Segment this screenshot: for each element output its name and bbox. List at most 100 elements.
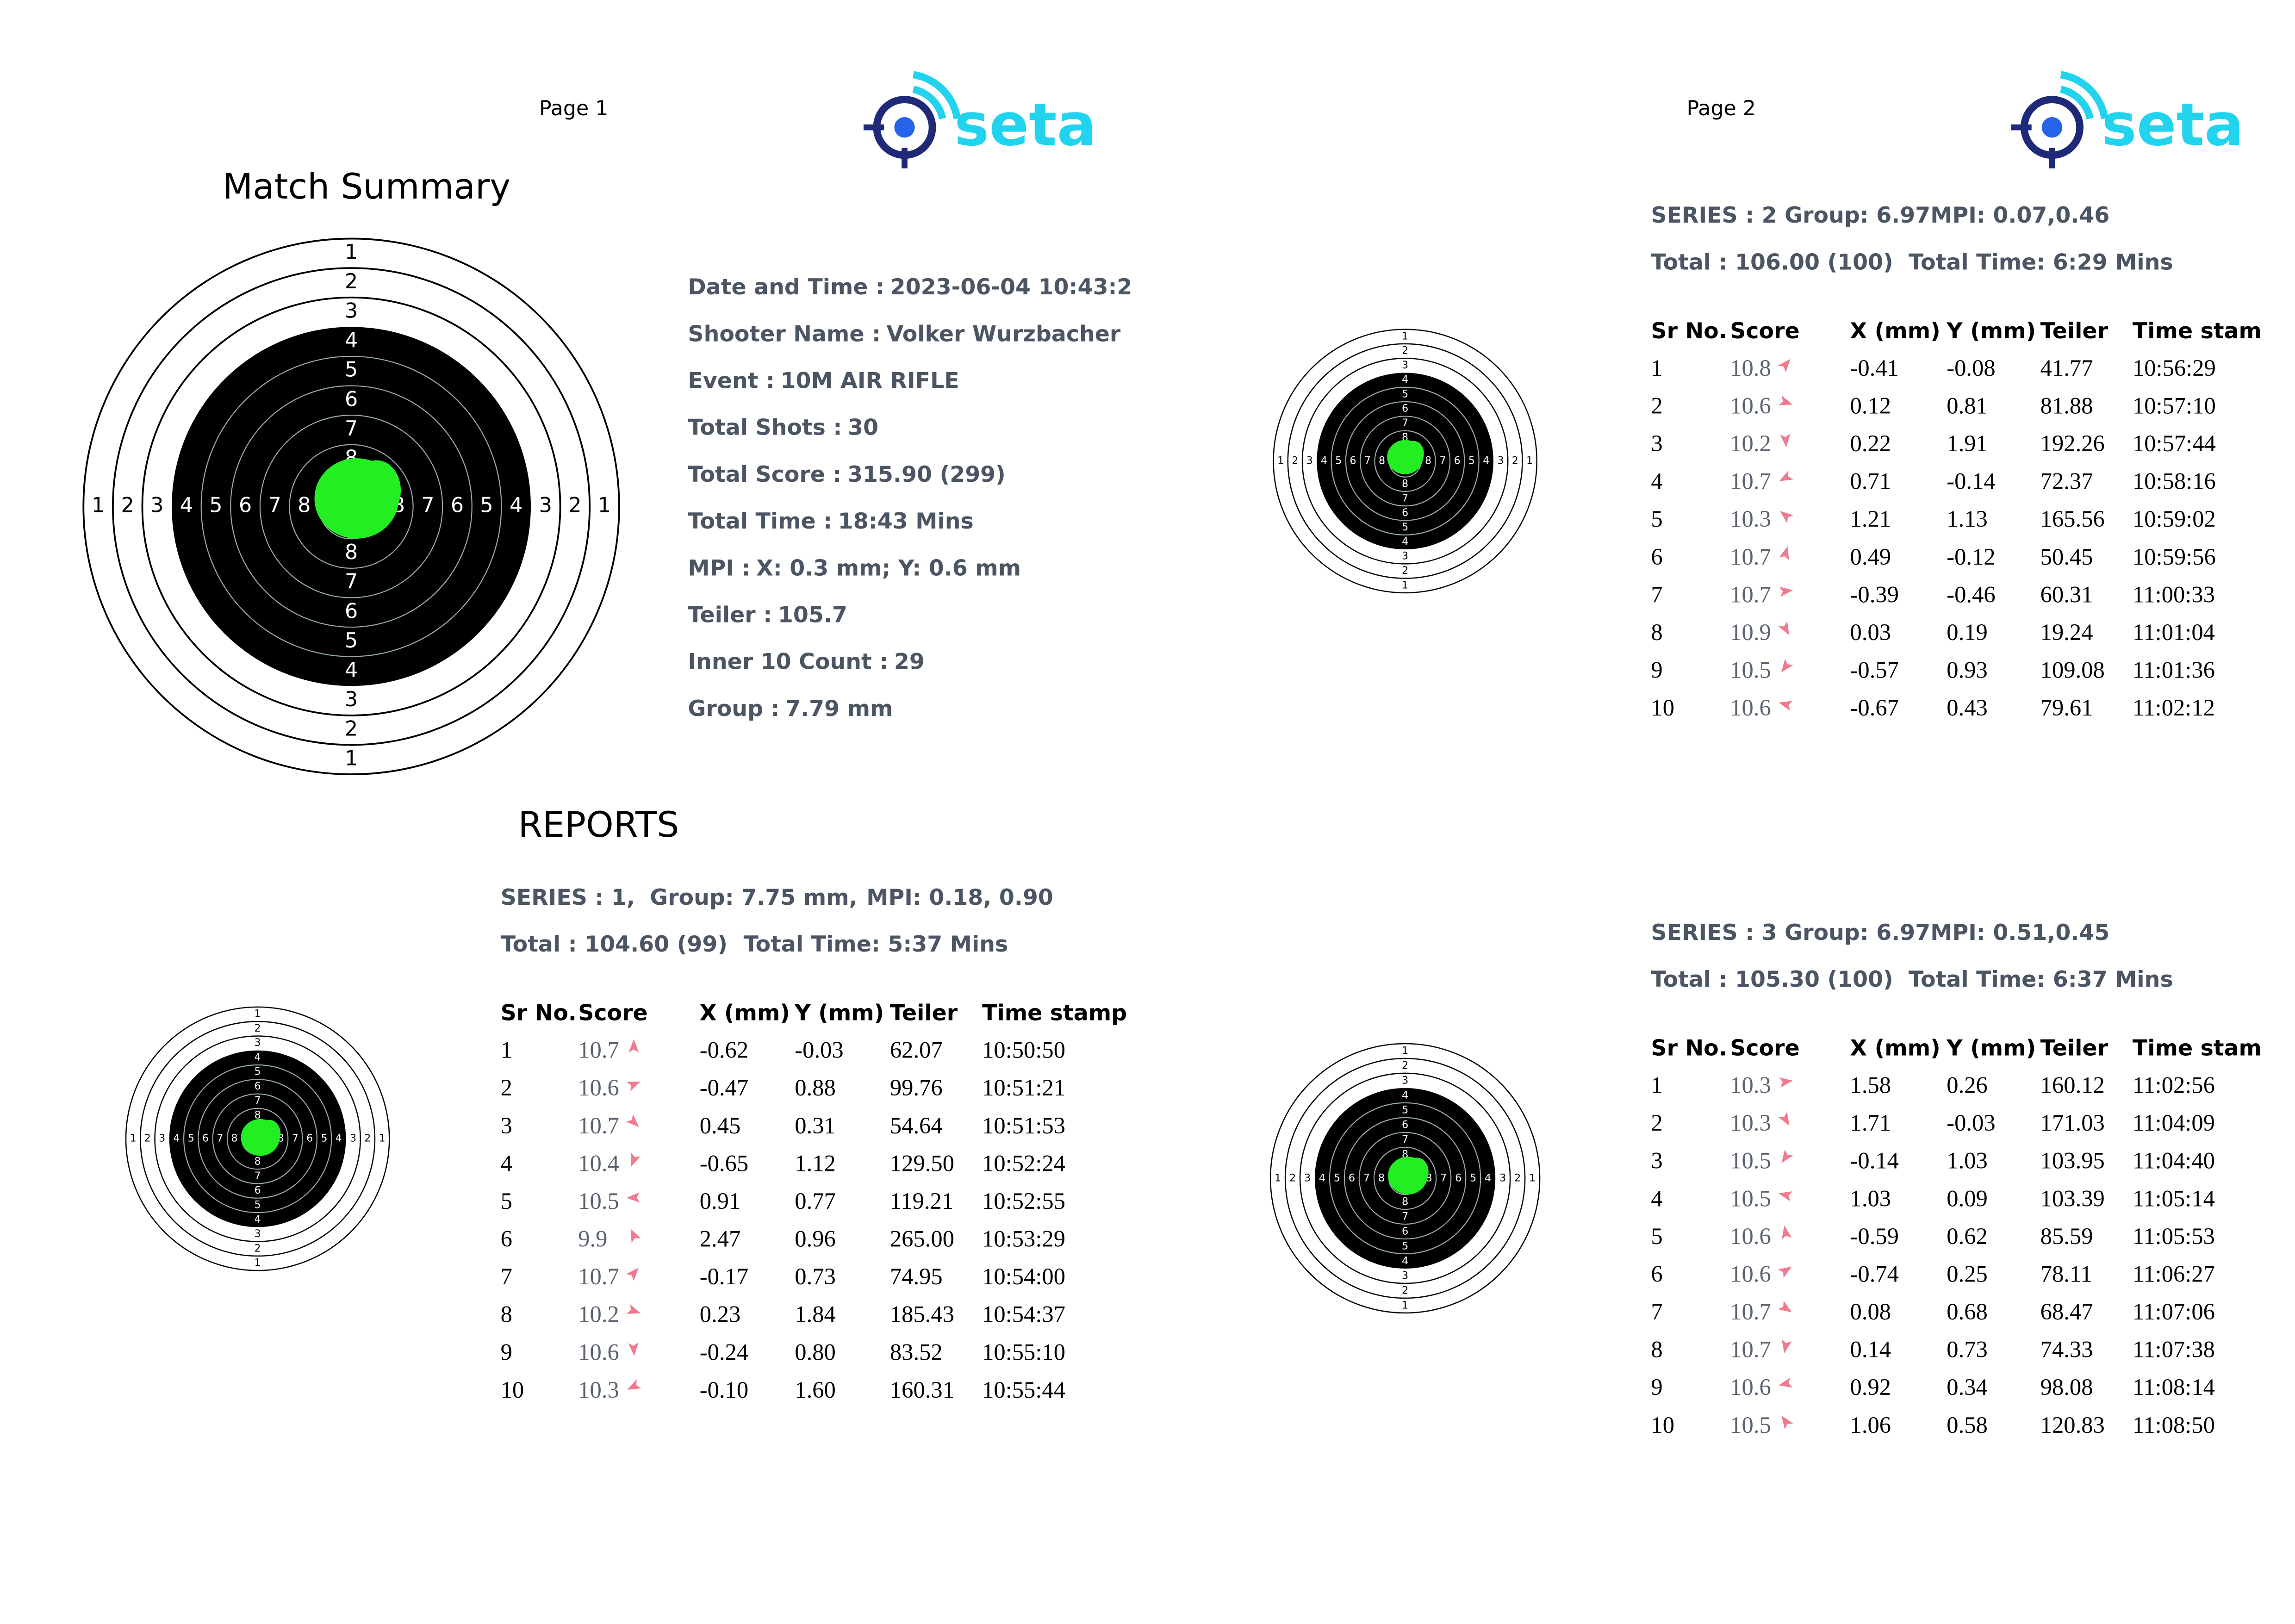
ring-label: 7 [1402, 1133, 1408, 1145]
table-cell: 10:54:00 [982, 1263, 1065, 1289]
field-label: Shooter Name : [688, 321, 881, 347]
table-cell: 19.24 [2040, 619, 2093, 645]
table-cell: 1.71 [1850, 1110, 1891, 1136]
ring-label: 6 [255, 1081, 261, 1092]
table-cell: 9 [1651, 657, 1662, 683]
direction-arrow [1778, 1377, 1793, 1388]
ring-label: 2 [1512, 455, 1518, 467]
ring [289, 444, 414, 569]
table-cell: 4 [1651, 1185, 1662, 1211]
score-cell: 10.5 [1730, 1412, 1771, 1438]
ring-label: 3 [1499, 1172, 1506, 1184]
ring [230, 385, 473, 628]
table-cell: 185.43 [890, 1301, 954, 1327]
ring-label: 7 [217, 1133, 223, 1145]
table-cell: -0.14 [1947, 468, 1995, 494]
score-cell: 10.7 [1730, 468, 1771, 494]
table-cell: 119.21 [890, 1188, 953, 1214]
ring-label: 1 [130, 1133, 137, 1145]
ring-label: 1 [598, 493, 611, 517]
table-cell: 78.11 [2040, 1261, 2092, 1287]
table-cell: 0.68 [1947, 1299, 1988, 1325]
ring-label: 4 [173, 1133, 180, 1145]
direction-arrow [630, 1228, 641, 1243]
table-cell: 11:08:14 [2133, 1374, 2215, 1400]
direction-arrow [626, 1192, 640, 1203]
table-cell: 6 [1651, 1261, 1662, 1287]
direction-arrow [1778, 1112, 1790, 1126]
ring [226, 1108, 289, 1170]
direction-arrow [1778, 1266, 1792, 1278]
ring-label: 5 [1402, 1240, 1408, 1252]
score-cell: 10.6 [1730, 1374, 1771, 1400]
table-cell: 0.25 [1947, 1261, 1988, 1287]
ring-label: 4 [336, 1133, 342, 1145]
table-cell: 0.26 [1947, 1072, 1988, 1098]
score-cell: 9.9 [578, 1226, 607, 1252]
ring-label: 8 [231, 1133, 238, 1145]
table-cell: 11:05:53 [2133, 1223, 2215, 1249]
table-cell: 129.50 [890, 1150, 954, 1176]
table-cell: 0.88 [795, 1075, 836, 1101]
ring-label: 5 [1334, 1172, 1340, 1184]
field-value: 315.90 (299) [847, 462, 1006, 487]
summary-field: Event :10M AIR RIFLE [688, 368, 959, 393]
ring-label: 7 [255, 1095, 261, 1107]
table-cell: 0.03 [1850, 619, 1891, 645]
table-cell: 8 [501, 1301, 512, 1327]
score-cell: 10.5 [1730, 1185, 1771, 1211]
ring-label: 4 [345, 658, 358, 682]
ring-label: 5 [1402, 388, 1408, 400]
ring-label: 3 [1304, 1172, 1311, 1184]
table-cell: 1.03 [1947, 1148, 1988, 1174]
direction-arrow [626, 1114, 639, 1127]
ring-label: 6 [1454, 455, 1461, 467]
table-cell: 0.80 [795, 1339, 836, 1365]
table-cell: 1.91 [1947, 430, 1988, 456]
ring-label: 4 [345, 328, 358, 352]
table-cell: 10:52:55 [982, 1188, 1065, 1214]
ring-label: 2 [255, 1243, 261, 1254]
table-cell: -0.59 [1850, 1223, 1899, 1249]
table-cell: 79.61 [2040, 695, 2093, 721]
ring [1360, 416, 1451, 507]
ring-label: 8 [1378, 1172, 1385, 1184]
ring-label: 4 [510, 493, 522, 517]
table-header: Sr No. [501, 1001, 577, 1026]
direction-arrow [1781, 1415, 1793, 1430]
ring-label: 2 [121, 493, 134, 517]
summary-field: MPI : X: 0.3 mm; Y: 0.6 mm [688, 555, 1021, 581]
field-value: 29 [894, 649, 925, 675]
ring-label: 1 [345, 240, 358, 264]
table-header: Y (mm) [1946, 1036, 2036, 1061]
table-cell: -0.41 [1850, 355, 1899, 381]
ring-label: 6 [451, 493, 464, 517]
direction-arrow [628, 1039, 639, 1052]
ring [183, 1064, 332, 1213]
logo-cross [2011, 124, 2055, 168]
ring-label: 7 [345, 417, 358, 441]
table-cell: 0.73 [1947, 1337, 1988, 1363]
table-header: Teiler [890, 1001, 958, 1026]
table-cell: 10:56:29 [2133, 355, 2216, 381]
series-summary: Total : 106.00 (100) [1651, 249, 1893, 275]
ring [198, 1079, 317, 1199]
table-cell: 1 [501, 1037, 512, 1063]
section-title: REPORTS [518, 804, 679, 845]
table-cell: 0.08 [1850, 1299, 1891, 1325]
table-cell: 1.03 [1850, 1185, 1891, 1211]
ring-label: 1 [1529, 1172, 1536, 1184]
ring-label: 5 [1468, 455, 1475, 467]
ring [154, 1035, 361, 1242]
ring-label: 2 [255, 1023, 261, 1034]
ring-label: 5 [255, 1199, 261, 1211]
ring-label: 3 [1498, 455, 1504, 467]
table-cell: -0.08 [1947, 355, 1995, 381]
ring-label: 6 [306, 1133, 313, 1145]
ring-label: 3 [1402, 1074, 1408, 1086]
ring [1284, 1058, 1526, 1299]
ring [1358, 1132, 1452, 1225]
summary-field: Date and Time :2023-06-04 10:43:2 [688, 274, 1132, 300]
ring-label: 7 [292, 1133, 299, 1145]
field-value: 10M AIR RIFLE [780, 368, 959, 393]
